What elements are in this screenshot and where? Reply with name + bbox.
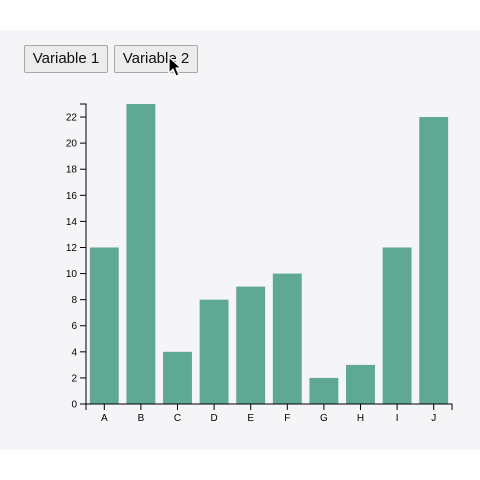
bar-B xyxy=(126,104,156,404)
y-tick-label-16: 16 xyxy=(66,191,78,202)
x-tick-label-I: I xyxy=(396,413,399,424)
y-tick-label-18: 18 xyxy=(66,165,78,176)
bar-G xyxy=(309,377,339,404)
y-tick-label-4: 4 xyxy=(71,347,77,358)
bar-A xyxy=(89,247,119,404)
x-tick-label-J: J xyxy=(431,413,436,424)
x-tick-label-A: A xyxy=(101,413,108,424)
bar-D xyxy=(199,299,229,404)
y-tick-label-8: 8 xyxy=(71,295,77,306)
bar-H xyxy=(346,364,375,404)
variable-1-button[interactable]: Variable 1 xyxy=(24,45,108,73)
y-tick-label-0: 0 xyxy=(71,400,77,411)
x-tick-label-D: D xyxy=(210,413,217,424)
y-tick-label-12: 12 xyxy=(66,243,78,254)
bar-C xyxy=(163,351,192,404)
mouse-pointer-icon xyxy=(168,56,182,77)
bar-J xyxy=(419,117,449,404)
x-tick-label-H: H xyxy=(357,413,364,424)
y-axis-line xyxy=(80,103,87,405)
y-tick-label-10: 10 xyxy=(66,269,78,280)
x-tick-label-G: G xyxy=(320,413,328,424)
y-tick-label-2: 2 xyxy=(71,373,77,384)
bar-E xyxy=(236,286,266,404)
x-tick-label-B: B xyxy=(138,413,145,424)
x-axis-line xyxy=(85,403,453,410)
x-tick-label-E: E xyxy=(247,413,254,424)
y-tick-label-6: 6 xyxy=(71,321,77,332)
x-tick-label-C: C xyxy=(174,413,181,424)
y-tick-label-22: 22 xyxy=(66,113,78,124)
x-tick-label-F: F xyxy=(284,413,290,424)
bar-I xyxy=(382,247,412,404)
bar-F xyxy=(272,273,302,404)
y-tick-label-20: 20 xyxy=(66,139,78,150)
y-tick-label-14: 14 xyxy=(66,217,78,228)
